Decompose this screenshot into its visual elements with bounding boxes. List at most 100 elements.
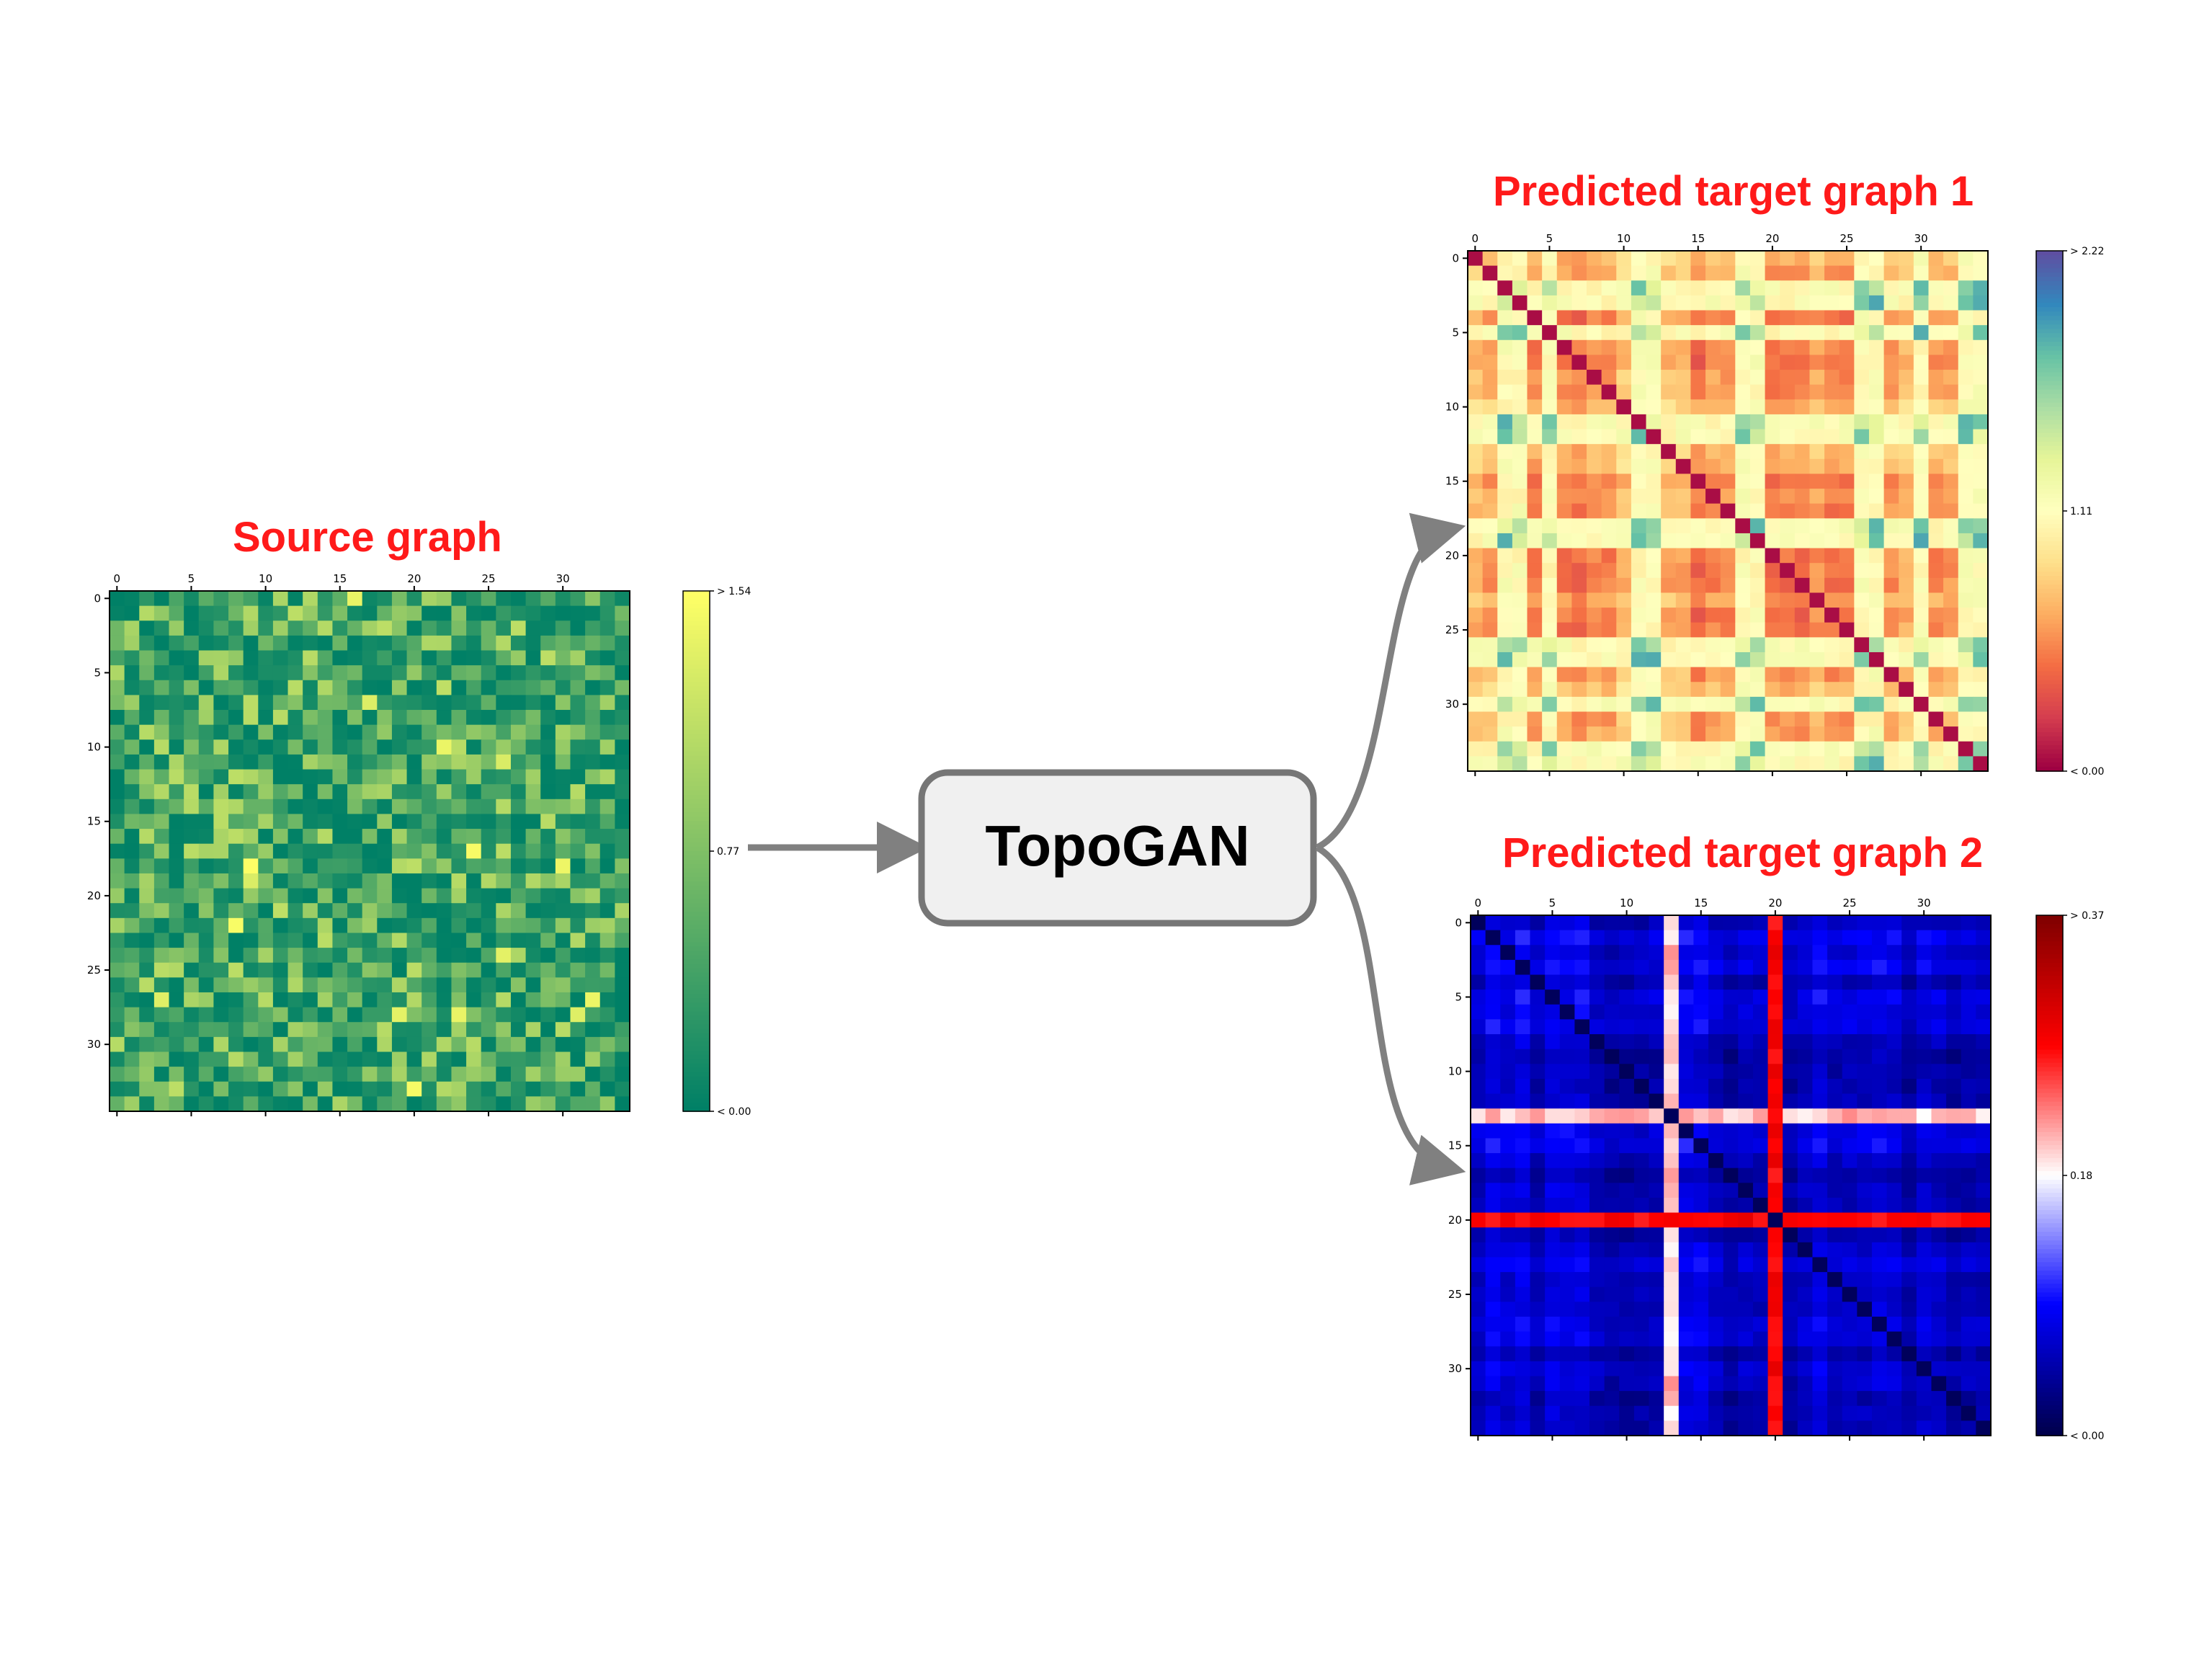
colorbar-segment bbox=[683, 1015, 710, 1021]
heatmap-cell bbox=[1720, 444, 1736, 460]
heatmap-cell bbox=[1824, 458, 1840, 475]
heatmap-cell bbox=[228, 814, 244, 830]
heatmap-cell bbox=[1871, 1286, 1888, 1302]
heatmap-cell bbox=[1633, 1272, 1650, 1288]
heatmap-cell bbox=[599, 873, 615, 889]
heatmap-cell bbox=[1871, 1034, 1888, 1050]
heatmap-cell bbox=[615, 724, 630, 740]
heatmap-cell bbox=[1735, 458, 1751, 475]
heatmap-cell bbox=[1708, 1064, 1724, 1080]
heatmap-cell bbox=[1631, 518, 1647, 534]
heatmap-cell bbox=[1916, 1004, 1932, 1020]
heatmap-cell bbox=[1690, 563, 1706, 579]
heatmap-cell bbox=[1675, 682, 1692, 698]
heatmap-cell bbox=[1943, 711, 1959, 727]
heatmap-cell bbox=[1886, 1108, 1902, 1124]
heatmap-cell bbox=[287, 992, 303, 1008]
heatmap-cell bbox=[347, 1081, 363, 1097]
heatmap-cell bbox=[1794, 444, 1811, 460]
heatmap-cell bbox=[184, 992, 200, 1008]
heatmap-cell bbox=[272, 665, 289, 681]
heatmap-cell bbox=[317, 992, 334, 1008]
heatmap-cell bbox=[1574, 1034, 1590, 1050]
heatmap-cell bbox=[1868, 489, 1885, 504]
colorbar-segment bbox=[2036, 1184, 2063, 1189]
heatmap-cell bbox=[1961, 1272, 1976, 1288]
heatmap-cell bbox=[1468, 637, 1484, 653]
heatmap-cell bbox=[391, 888, 408, 904]
heatmap-cell bbox=[1883, 563, 1899, 579]
heatmap-cell bbox=[1708, 1123, 1724, 1139]
heatmap-cell bbox=[258, 1007, 274, 1023]
heatmap-cell bbox=[347, 621, 363, 636]
heatmap-cell bbox=[1723, 1227, 1739, 1243]
heatmap-cell bbox=[1913, 489, 1930, 504]
heatmap-cell bbox=[184, 977, 200, 993]
heatmap-cell bbox=[1556, 458, 1572, 475]
heatmap-cell bbox=[555, 1067, 571, 1082]
heatmap-cell bbox=[258, 903, 274, 919]
heatmap-cell bbox=[1646, 696, 1662, 713]
heatmap-cell bbox=[406, 1007, 422, 1023]
heatmap-cell bbox=[1559, 1331, 1575, 1347]
heatmap-cell bbox=[1571, 608, 1587, 623]
heatmap-cell bbox=[139, 917, 155, 934]
heatmap-cell bbox=[1468, 726, 1484, 742]
colorbar-segment bbox=[2036, 493, 2063, 499]
heatmap-cell bbox=[1973, 548, 1989, 564]
heatmap-cell bbox=[213, 1022, 229, 1038]
heatmap-cell bbox=[1708, 1004, 1724, 1020]
heatmap-cell bbox=[1767, 1138, 1783, 1154]
heatmap-cell bbox=[1767, 1257, 1783, 1273]
heatmap-cell bbox=[422, 992, 437, 1008]
heatmap-cell bbox=[1545, 1093, 1561, 1109]
heatmap-cell bbox=[1824, 726, 1840, 742]
heatmap-cell bbox=[1913, 310, 1930, 326]
heatmap-cell bbox=[1512, 667, 1528, 682]
heatmap-cell bbox=[1794, 429, 1811, 445]
colorbar-segment bbox=[2036, 1080, 2063, 1085]
colorbar-segment bbox=[2036, 584, 2063, 590]
heatmap-cell bbox=[1976, 1034, 1992, 1050]
heatmap-cell bbox=[303, 843, 318, 859]
heatmap-cell bbox=[391, 591, 408, 607]
heatmap-cell bbox=[1559, 1316, 1575, 1333]
heatmap-cell bbox=[213, 799, 229, 815]
heatmap-cell bbox=[1690, 295, 1706, 311]
heatmap-cell bbox=[1946, 1302, 1962, 1317]
heatmap-cell bbox=[466, 1067, 482, 1082]
heatmap-cell bbox=[1556, 295, 1572, 311]
heatmap-cell bbox=[228, 710, 244, 726]
heatmap-cell bbox=[1601, 489, 1617, 504]
heatmap-cell bbox=[1693, 1019, 1709, 1035]
heatmap-cell bbox=[332, 962, 348, 978]
heatmap-cell bbox=[1587, 756, 1602, 772]
heatmap-cell bbox=[228, 843, 244, 859]
heatmap-cell bbox=[1976, 945, 1992, 961]
heatmap-cell bbox=[1556, 473, 1572, 489]
heatmap-cell bbox=[1809, 325, 1825, 341]
heatmap-cell bbox=[169, 799, 184, 815]
heatmap-cell bbox=[1527, 608, 1543, 623]
heatmap-cell bbox=[1705, 756, 1721, 772]
heatmap-cell bbox=[1631, 592, 1647, 608]
heatmap-cell bbox=[1946, 1034, 1962, 1050]
heatmap-cell bbox=[1973, 310, 1989, 326]
heatmap-cell bbox=[1646, 533, 1662, 549]
colorbar-segment bbox=[2036, 1266, 2063, 1272]
heatmap-cell bbox=[406, 650, 422, 666]
heatmap-cell bbox=[1661, 458, 1677, 475]
heatmap-cell bbox=[1958, 444, 1974, 460]
colorbar-segment bbox=[2036, 1002, 2063, 1008]
colorbar-segment bbox=[683, 933, 710, 939]
heatmap-cell bbox=[1587, 667, 1602, 682]
heatmap-cell bbox=[1901, 1361, 1917, 1377]
heatmap-cell bbox=[540, 1081, 556, 1097]
heatmap-cell bbox=[1749, 637, 1766, 653]
heatmap-cell bbox=[1512, 622, 1528, 638]
heatmap-cell bbox=[1527, 711, 1543, 727]
x-tick-label: 30 bbox=[1914, 232, 1928, 245]
heatmap-cell bbox=[422, 1067, 437, 1082]
heatmap-cell bbox=[1767, 1197, 1783, 1214]
heatmap-cell bbox=[1913, 370, 1930, 386]
